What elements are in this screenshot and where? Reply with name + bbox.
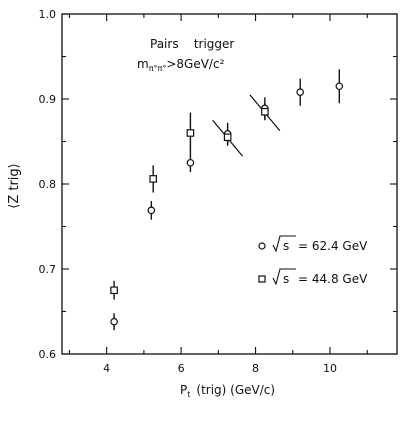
x-axis-label-subscript: t [187, 390, 190, 399]
error-bars [113, 69, 341, 331]
tick-marks [62, 13, 397, 355]
data-point-circle [147, 206, 156, 215]
x-axis-label-rest: (trig) (GeV/c) [196, 383, 275, 397]
legend-square-marker [258, 275, 266, 283]
x-tick-label: 10 [323, 362, 337, 375]
y-tick-label: 0.7 [39, 263, 57, 276]
x-tick-labels: 4 6 8 10 [103, 362, 337, 375]
legend-label-62: = 62.4 GeV [298, 239, 368, 253]
legend-sqrt-symbol-1 [272, 235, 296, 253]
x-tick-label: 6 [178, 362, 185, 375]
slash-marks [212, 94, 281, 157]
data-point-square [110, 286, 118, 295]
annotation-mass-subscript: π°π° [149, 64, 167, 73]
legend-label-44: = 44.8 GeV [298, 272, 368, 286]
data-point-circle [296, 88, 305, 97]
x-tick-label: 8 [252, 362, 259, 375]
y-axis-label: ⟨Z trig⟩ [7, 163, 22, 209]
x-tick-label: 4 [103, 362, 110, 375]
legend-s-letter-2: s [283, 272, 289, 286]
y-tick-labels: 0.6 0.7 0.8 0.9 1.0 [39, 8, 57, 361]
data-point-circle [186, 158, 195, 167]
y-tick-label: 0.6 [39, 348, 57, 361]
x-axis-label-main: P [180, 383, 187, 397]
data-point-square [186, 129, 195, 137]
data-point-square [223, 133, 232, 142]
annotation-line-1: Pairs trigger [150, 37, 234, 51]
y-tick-label: 1.0 [39, 8, 57, 21]
x-axis-label: Pt (trig) (GeV/c) [180, 383, 275, 399]
legend-s-letter-1: s [283, 239, 289, 253]
annotation-line-2: mπ°π°>8GeV/c² [137, 57, 225, 73]
legend-sqrt-symbol-2 [272, 268, 296, 286]
data-markers [110, 82, 344, 326]
legend: s = 62.4 GeV s = 44.8 GeV [258, 235, 368, 286]
annotation-mass-symbol: m [137, 57, 149, 71]
data-point-circle [110, 317, 118, 326]
data-point-square [261, 107, 269, 116]
annotation-mass-condition: >8GeV/c² [166, 57, 224, 71]
y-tick-label: 0.9 [39, 93, 57, 106]
data-point-square [149, 175, 157, 183]
data-point-circle [335, 82, 344, 91]
plot-frame [61, 13, 398, 355]
y-tick-label: 0.8 [39, 178, 57, 191]
legend-circle-marker [258, 242, 266, 250]
